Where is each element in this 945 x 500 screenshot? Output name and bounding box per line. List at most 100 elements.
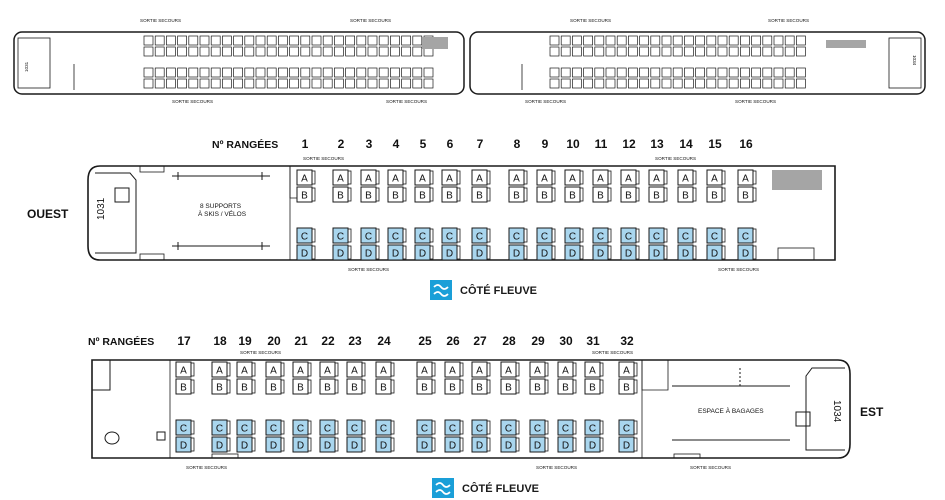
seat-b[interactable]: B	[706, 186, 726, 203]
seat-c[interactable]: C	[360, 227, 380, 244]
seat-b[interactable]: B	[584, 378, 604, 395]
seat-d[interactable]: D	[737, 244, 757, 261]
seat-c[interactable]: C	[620, 227, 640, 244]
seat-a[interactable]: A	[296, 169, 316, 186]
seat-c[interactable]: C	[211, 419, 231, 436]
seat-b[interactable]: B	[441, 186, 461, 203]
seat-c[interactable]: C	[584, 419, 604, 436]
seat-b[interactable]: B	[175, 378, 195, 395]
seat-c[interactable]: C	[648, 227, 668, 244]
seat-a[interactable]: A	[508, 169, 528, 186]
seat-d[interactable]: D	[677, 244, 697, 261]
seat-d[interactable]: D	[471, 244, 491, 261]
seat-d[interactable]: D	[265, 436, 285, 453]
seat-b[interactable]: B	[211, 378, 231, 395]
seat-b[interactable]: B	[444, 378, 464, 395]
seat-a[interactable]: A	[265, 361, 285, 378]
seat-a[interactable]: A	[360, 169, 380, 186]
seat-a[interactable]: A	[387, 169, 407, 186]
seat-b[interactable]: B	[648, 186, 668, 203]
seat-c[interactable]: C	[618, 419, 638, 436]
seat-d[interactable]: D	[416, 436, 436, 453]
seat-d[interactable]: D	[557, 436, 577, 453]
seat-a[interactable]: A	[536, 169, 556, 186]
seat-b[interactable]: B	[737, 186, 757, 203]
seat-b[interactable]: B	[375, 378, 395, 395]
seat-a[interactable]: A	[319, 361, 339, 378]
seat-d[interactable]: D	[536, 244, 556, 261]
seat-a[interactable]: A	[618, 361, 638, 378]
seat-b[interactable]: B	[529, 378, 549, 395]
seat-c[interactable]: C	[529, 419, 549, 436]
seat-d[interactable]: D	[564, 244, 584, 261]
seat-c[interactable]: C	[346, 419, 366, 436]
seat-d[interactable]: D	[648, 244, 668, 261]
seat-c[interactable]: C	[444, 419, 464, 436]
seat-d[interactable]: D	[471, 436, 491, 453]
seat-b[interactable]: B	[387, 186, 407, 203]
seat-d[interactable]: D	[441, 244, 461, 261]
seat-a[interactable]: A	[292, 361, 312, 378]
seat-a[interactable]: A	[416, 361, 436, 378]
seat-c[interactable]: C	[706, 227, 726, 244]
seat-b[interactable]: B	[471, 186, 491, 203]
seat-c[interactable]: C	[592, 227, 612, 244]
seat-a[interactable]: A	[441, 169, 461, 186]
seat-d[interactable]: D	[332, 244, 352, 261]
seat-c[interactable]: C	[737, 227, 757, 244]
seat-d[interactable]: D	[346, 436, 366, 453]
seat-c[interactable]: C	[236, 419, 256, 436]
seat-a[interactable]: A	[557, 361, 577, 378]
seat-b[interactable]: B	[500, 378, 520, 395]
seat-a[interactable]: A	[236, 361, 256, 378]
seat-d[interactable]: D	[414, 244, 434, 261]
seat-d[interactable]: D	[444, 436, 464, 453]
seat-d[interactable]: D	[211, 436, 231, 453]
seat-d[interactable]: D	[500, 436, 520, 453]
seat-c[interactable]: C	[375, 419, 395, 436]
seat-d[interactable]: D	[706, 244, 726, 261]
seat-a[interactable]: A	[175, 361, 195, 378]
seat-d[interactable]: D	[360, 244, 380, 261]
seat-a[interactable]: A	[529, 361, 549, 378]
seat-b[interactable]: B	[296, 186, 316, 203]
seat-c[interactable]: C	[564, 227, 584, 244]
seat-b[interactable]: B	[416, 378, 436, 395]
seat-a[interactable]: A	[620, 169, 640, 186]
seat-c[interactable]: C	[175, 419, 195, 436]
seat-a[interactable]: A	[471, 169, 491, 186]
seat-b[interactable]: B	[360, 186, 380, 203]
seat-d[interactable]: D	[375, 436, 395, 453]
seat-d[interactable]: D	[236, 436, 256, 453]
seat-d[interactable]: D	[319, 436, 339, 453]
seat-a[interactable]: A	[648, 169, 668, 186]
seat-c[interactable]: C	[536, 227, 556, 244]
seat-b[interactable]: B	[265, 378, 285, 395]
seat-b[interactable]: B	[414, 186, 434, 203]
seat-b[interactable]: B	[592, 186, 612, 203]
seat-b[interactable]: B	[346, 378, 366, 395]
seat-a[interactable]: A	[584, 361, 604, 378]
seat-c[interactable]: C	[296, 227, 316, 244]
seat-c[interactable]: C	[387, 227, 407, 244]
seat-d[interactable]: D	[592, 244, 612, 261]
seat-a[interactable]: A	[737, 169, 757, 186]
seat-c[interactable]: C	[416, 419, 436, 436]
seat-b[interactable]: B	[332, 186, 352, 203]
seat-c[interactable]: C	[332, 227, 352, 244]
seat-b[interactable]: B	[508, 186, 528, 203]
seat-b[interactable]: B	[319, 378, 339, 395]
seat-d[interactable]: D	[620, 244, 640, 261]
seat-b[interactable]: B	[677, 186, 697, 203]
seat-d[interactable]: D	[618, 436, 638, 453]
seat-b[interactable]: B	[620, 186, 640, 203]
seat-d[interactable]: D	[387, 244, 407, 261]
seat-a[interactable]: A	[332, 169, 352, 186]
seat-c[interactable]: C	[471, 419, 491, 436]
seat-c[interactable]: C	[319, 419, 339, 436]
seat-a[interactable]: A	[375, 361, 395, 378]
seat-c[interactable]: C	[265, 419, 285, 436]
seat-a[interactable]: A	[346, 361, 366, 378]
seat-b[interactable]: B	[564, 186, 584, 203]
seat-d[interactable]: D	[175, 436, 195, 453]
